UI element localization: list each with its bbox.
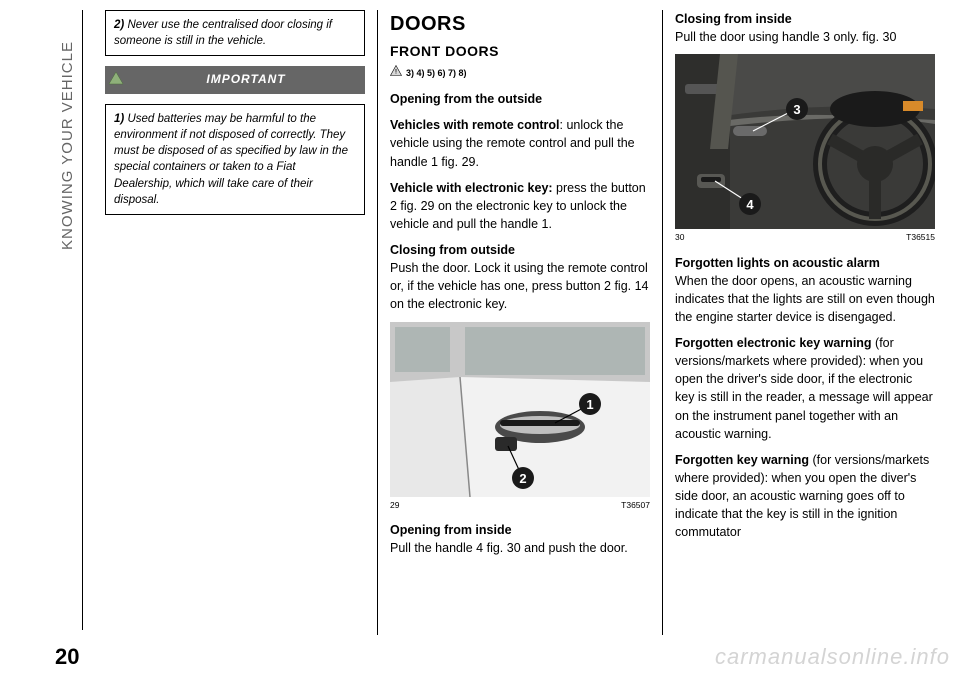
warning-triangle-icon	[105, 70, 127, 90]
para-text: When the door opens, an acoustic warning…	[675, 274, 935, 324]
page-number: 20	[55, 644, 79, 670]
para-forgotten-ekey: Forgotten electronic key warning (for ve…	[675, 334, 935, 443]
figure-30-caption: 30 T36515	[675, 231, 935, 243]
note-box-2: 2) Never use the centralised door closin…	[105, 10, 365, 56]
note-box-1: 1) Used batteries may be harmful to the …	[105, 104, 365, 215]
para-text: (for versions/markets where provided): w…	[675, 336, 933, 441]
column-3: Closing from inside Pull the door using …	[665, 10, 945, 635]
para-text: Pull the door using handle 3 only. fig. …	[675, 30, 896, 44]
note-num: 2)	[114, 19, 124, 31]
side-tab-label: KNOWING YOUR VEHICLE	[59, 41, 76, 250]
para-opening-inside: Opening from inside Pull the handle 4 fi…	[390, 521, 650, 557]
side-rule	[82, 10, 83, 630]
para-text: Push the door. Lock it using the remote …	[390, 261, 649, 311]
para-lead: Forgotten electronic key warning	[675, 336, 872, 350]
para-heading: Opening from inside	[390, 523, 512, 537]
watermark: carmanualsonline.info	[715, 644, 950, 670]
column-2: DOORS FRONT DOORS ! 3) 4) 5) 6) 7) 8) Op…	[380, 10, 660, 635]
column-separator	[377, 10, 378, 635]
column-separator	[662, 10, 663, 635]
figure-num: 30	[675, 231, 684, 243]
para-remote-control: Vehicles with remote control: unlock the…	[390, 116, 650, 170]
note-text: Used batteries may be harmful to the env…	[114, 113, 348, 205]
para-lead: Vehicle with electronic key:	[390, 181, 553, 195]
content-columns: 2) Never use the centralised door closin…	[95, 10, 945, 635]
svg-text:4: 4	[746, 197, 754, 212]
para-lead: Forgotten key warning	[675, 453, 809, 467]
note-num: 1)	[114, 113, 124, 125]
para-closing-outside: Closing from outside Push the door. Lock…	[390, 241, 650, 314]
figure-code: T36515	[906, 231, 935, 243]
svg-text:3: 3	[793, 102, 800, 117]
figure-num: 29	[390, 499, 399, 511]
section-heading: DOORS	[390, 10, 650, 39]
figure-code: T36507	[621, 499, 650, 511]
important-bar: IMPORTANT	[105, 66, 365, 94]
important-label: IMPORTANT	[127, 71, 365, 88]
para-heading: Forgotten lights on acoustic alarm	[675, 256, 880, 270]
para-heading: Closing from outside	[390, 243, 515, 257]
svg-text:1: 1	[586, 397, 593, 412]
svg-text:2: 2	[519, 471, 526, 486]
figure-29: 1 2	[390, 322, 650, 497]
figure-30: 3 4	[675, 54, 935, 229]
para-text: Pull the handle 4 fig. 30 and push the d…	[390, 541, 628, 555]
para-lead: Vehicles with remote control	[390, 118, 560, 132]
para-electronic-key: Vehicle with electronic key: press the b…	[390, 179, 650, 233]
ref-numbers: ! 3) 4) 5) 6) 7) 8)	[390, 65, 650, 82]
warning-icon: !	[390, 65, 402, 82]
ref-text: 3) 4) 5) 6) 7) 8)	[406, 67, 467, 80]
manual-page: KNOWING YOUR VEHICLE 2) Never use the ce…	[0, 0, 960, 678]
para-opening-outside: Opening from the outside	[390, 90, 650, 108]
para-closing-inside: Closing from inside Pull the door using …	[675, 10, 935, 46]
para-heading: Opening from the outside	[390, 92, 542, 106]
para-heading: Closing from inside	[675, 12, 792, 26]
para-forgotten-key: Forgotten key warning (for versions/mark…	[675, 451, 935, 542]
note-text: Never use the centralised door closing i…	[114, 19, 332, 47]
figure-29-caption: 29 T36507	[390, 499, 650, 511]
sub-heading: FRONT DOORS	[390, 41, 650, 61]
svg-text:!: !	[395, 70, 397, 76]
para-forgotten-lights: Forgotten lights on acoustic alarm When …	[675, 254, 935, 327]
column-1: 2) Never use the centralised door closin…	[95, 10, 375, 635]
side-tab: KNOWING YOUR VEHICLE	[55, 10, 79, 280]
